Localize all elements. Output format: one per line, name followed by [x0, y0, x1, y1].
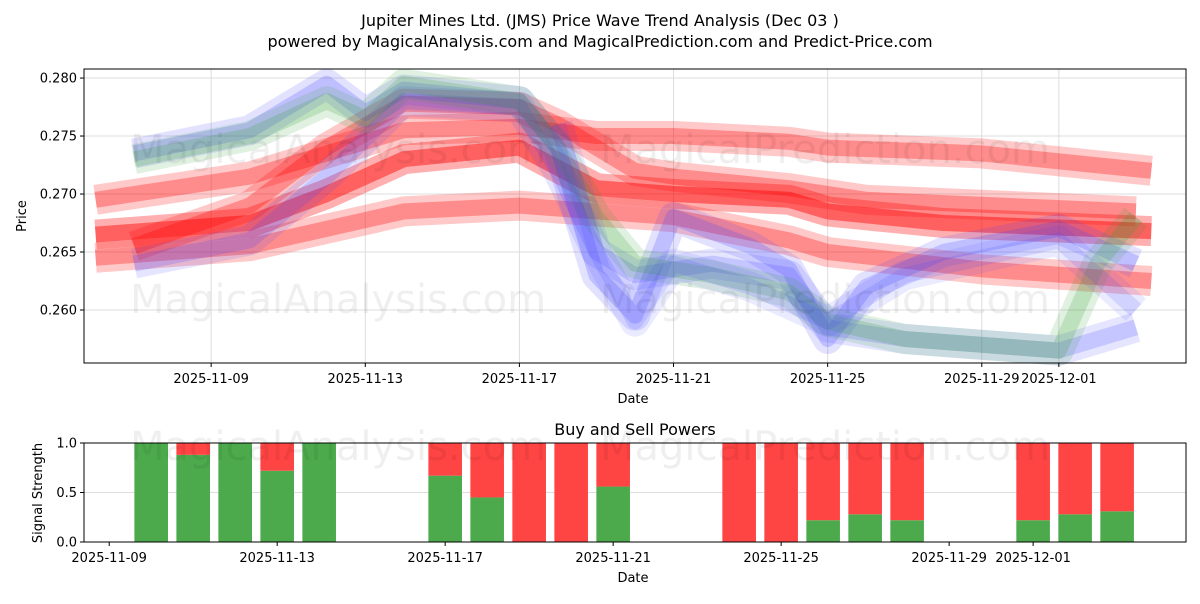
- buy-bar: [1100, 511, 1134, 542]
- buy-bar: [890, 520, 924, 542]
- sell-bar: [428, 443, 462, 476]
- x-tick-label: 2025-11-29: [944, 372, 1020, 387]
- buy-bar: [260, 470, 294, 542]
- x-tick-label: 2025-11-13: [327, 372, 403, 387]
- blue-band-3: [543, 120, 1146, 337]
- buy-bar: [596, 486, 630, 542]
- blue-band-3: [550, 122, 1142, 330]
- price-xlabel: Date: [617, 392, 648, 407]
- blue-band-2: [132, 93, 1139, 359]
- price-grid: [84, 69, 1186, 363]
- signal-bars: [134, 443, 1134, 542]
- buy-bar: [848, 514, 882, 542]
- sell-bar: [596, 443, 630, 487]
- signal-xlabel: Date: [617, 571, 648, 586]
- x-tick-label: 2025-11-09: [173, 372, 249, 387]
- y-tick-label: 0.0: [56, 536, 77, 551]
- y-tick-label: 0.270: [40, 188, 77, 203]
- sell-bar: [176, 443, 210, 455]
- y-tick-label: 0.265: [40, 246, 77, 261]
- signal-ticks: 0.0 0.5 1.0 2025-11-09 2025-11-13 2025-11-17 2…: [56, 437, 1071, 567]
- x-tick-label: 2025-11-09: [71, 551, 147, 566]
- blue-band-2: [131, 86, 1141, 366]
- x-tick-label: 2025-12-01: [1021, 372, 1097, 387]
- red-band-lower: [94, 190, 1153, 296]
- x-tick-label: 2025-11-21: [636, 372, 712, 387]
- price-ticks: 2025-11-09 2025-11-13 2025-11-17 2025-11-21…: [40, 72, 1097, 387]
- y-tick-label: 0.275: [40, 130, 77, 145]
- sell-bar: [848, 443, 882, 515]
- sell-bar: [722, 443, 756, 542]
- x-tick-label: 2025-11-25: [743, 551, 819, 566]
- red-band-lower: [94, 197, 1152, 289]
- red-band-peak: [131, 95, 1137, 254]
- blue-band-1: [131, 68, 1143, 354]
- sell-bar: [260, 443, 294, 471]
- sell-bar: [806, 443, 840, 521]
- chart-subtitle: powered by MagicalAnalysis.com and Magic…: [267, 32, 932, 51]
- red-band-peak: [129, 88, 1137, 261]
- watermark: MagicalAnalysis.com: [130, 277, 546, 323]
- watermark: MagicalPrediction.com: [600, 127, 1050, 173]
- x-tick-label: 2025-11-13: [239, 551, 315, 566]
- red-band-upper: [94, 118, 1153, 208]
- price-axes-frame: [83, 68, 1187, 364]
- green-band: [131, 68, 1148, 366]
- sell-bar: [1100, 443, 1134, 512]
- buy-bar: [470, 497, 504, 542]
- sell-bar: [470, 443, 504, 498]
- chart-title: Jupiter Mines Ltd. (JMS) Price Wave Tren…: [360, 11, 839, 30]
- red-band-center: [94, 139, 1152, 243]
- x-tick-label: 2025-12-01: [995, 551, 1071, 566]
- sell-bar: [1016, 443, 1050, 521]
- y-tick-label: 1.0: [56, 437, 77, 452]
- red-band-upper: [93, 111, 1153, 215]
- buy-bar: [134, 443, 168, 542]
- price-ylabel: Price: [15, 200, 30, 232]
- watermark: MagicalPrediction.com: [600, 424, 1050, 470]
- signal-ylabel: Signal Strength: [31, 443, 46, 543]
- signal-title: Buy and Sell Powers: [554, 420, 716, 439]
- x-tick-label: 2025-11-25: [790, 372, 866, 387]
- sell-bar: [890, 443, 924, 521]
- y-tick-label: 0.280: [40, 72, 77, 87]
- y-tick-label: 0.260: [40, 303, 77, 318]
- blue-band-1: [132, 75, 1140, 347]
- x-tick-label: 2025-11-17: [407, 551, 483, 566]
- y-tick-label: 0.5: [56, 486, 77, 501]
- green-band: [132, 75, 1143, 359]
- buy-bar: [428, 475, 462, 542]
- buy-bar: [176, 454, 210, 542]
- buy-bar: [302, 443, 336, 542]
- watermark: MagicalAnalysis.com: [130, 127, 546, 173]
- sell-bar: [1058, 443, 1092, 515]
- watermark: MagicalAnalysis.com: [130, 424, 546, 470]
- watermark: MagicalPrediction.com: [600, 277, 1050, 323]
- sell-bar: [554, 443, 588, 542]
- buy-bar: [1016, 520, 1050, 542]
- buy-bar: [218, 443, 252, 542]
- x-tick-label: 2025-11-29: [911, 551, 987, 566]
- buy-bar: [806, 520, 840, 542]
- sell-bar: [764, 443, 798, 542]
- price-bands: [93, 68, 1153, 366]
- red-band-center: [94, 132, 1152, 250]
- buy-bar: [1058, 514, 1092, 542]
- x-tick-label: 2025-11-21: [575, 551, 651, 566]
- sell-bar: [512, 443, 546, 542]
- x-tick-label: 2025-11-17: [482, 372, 558, 387]
